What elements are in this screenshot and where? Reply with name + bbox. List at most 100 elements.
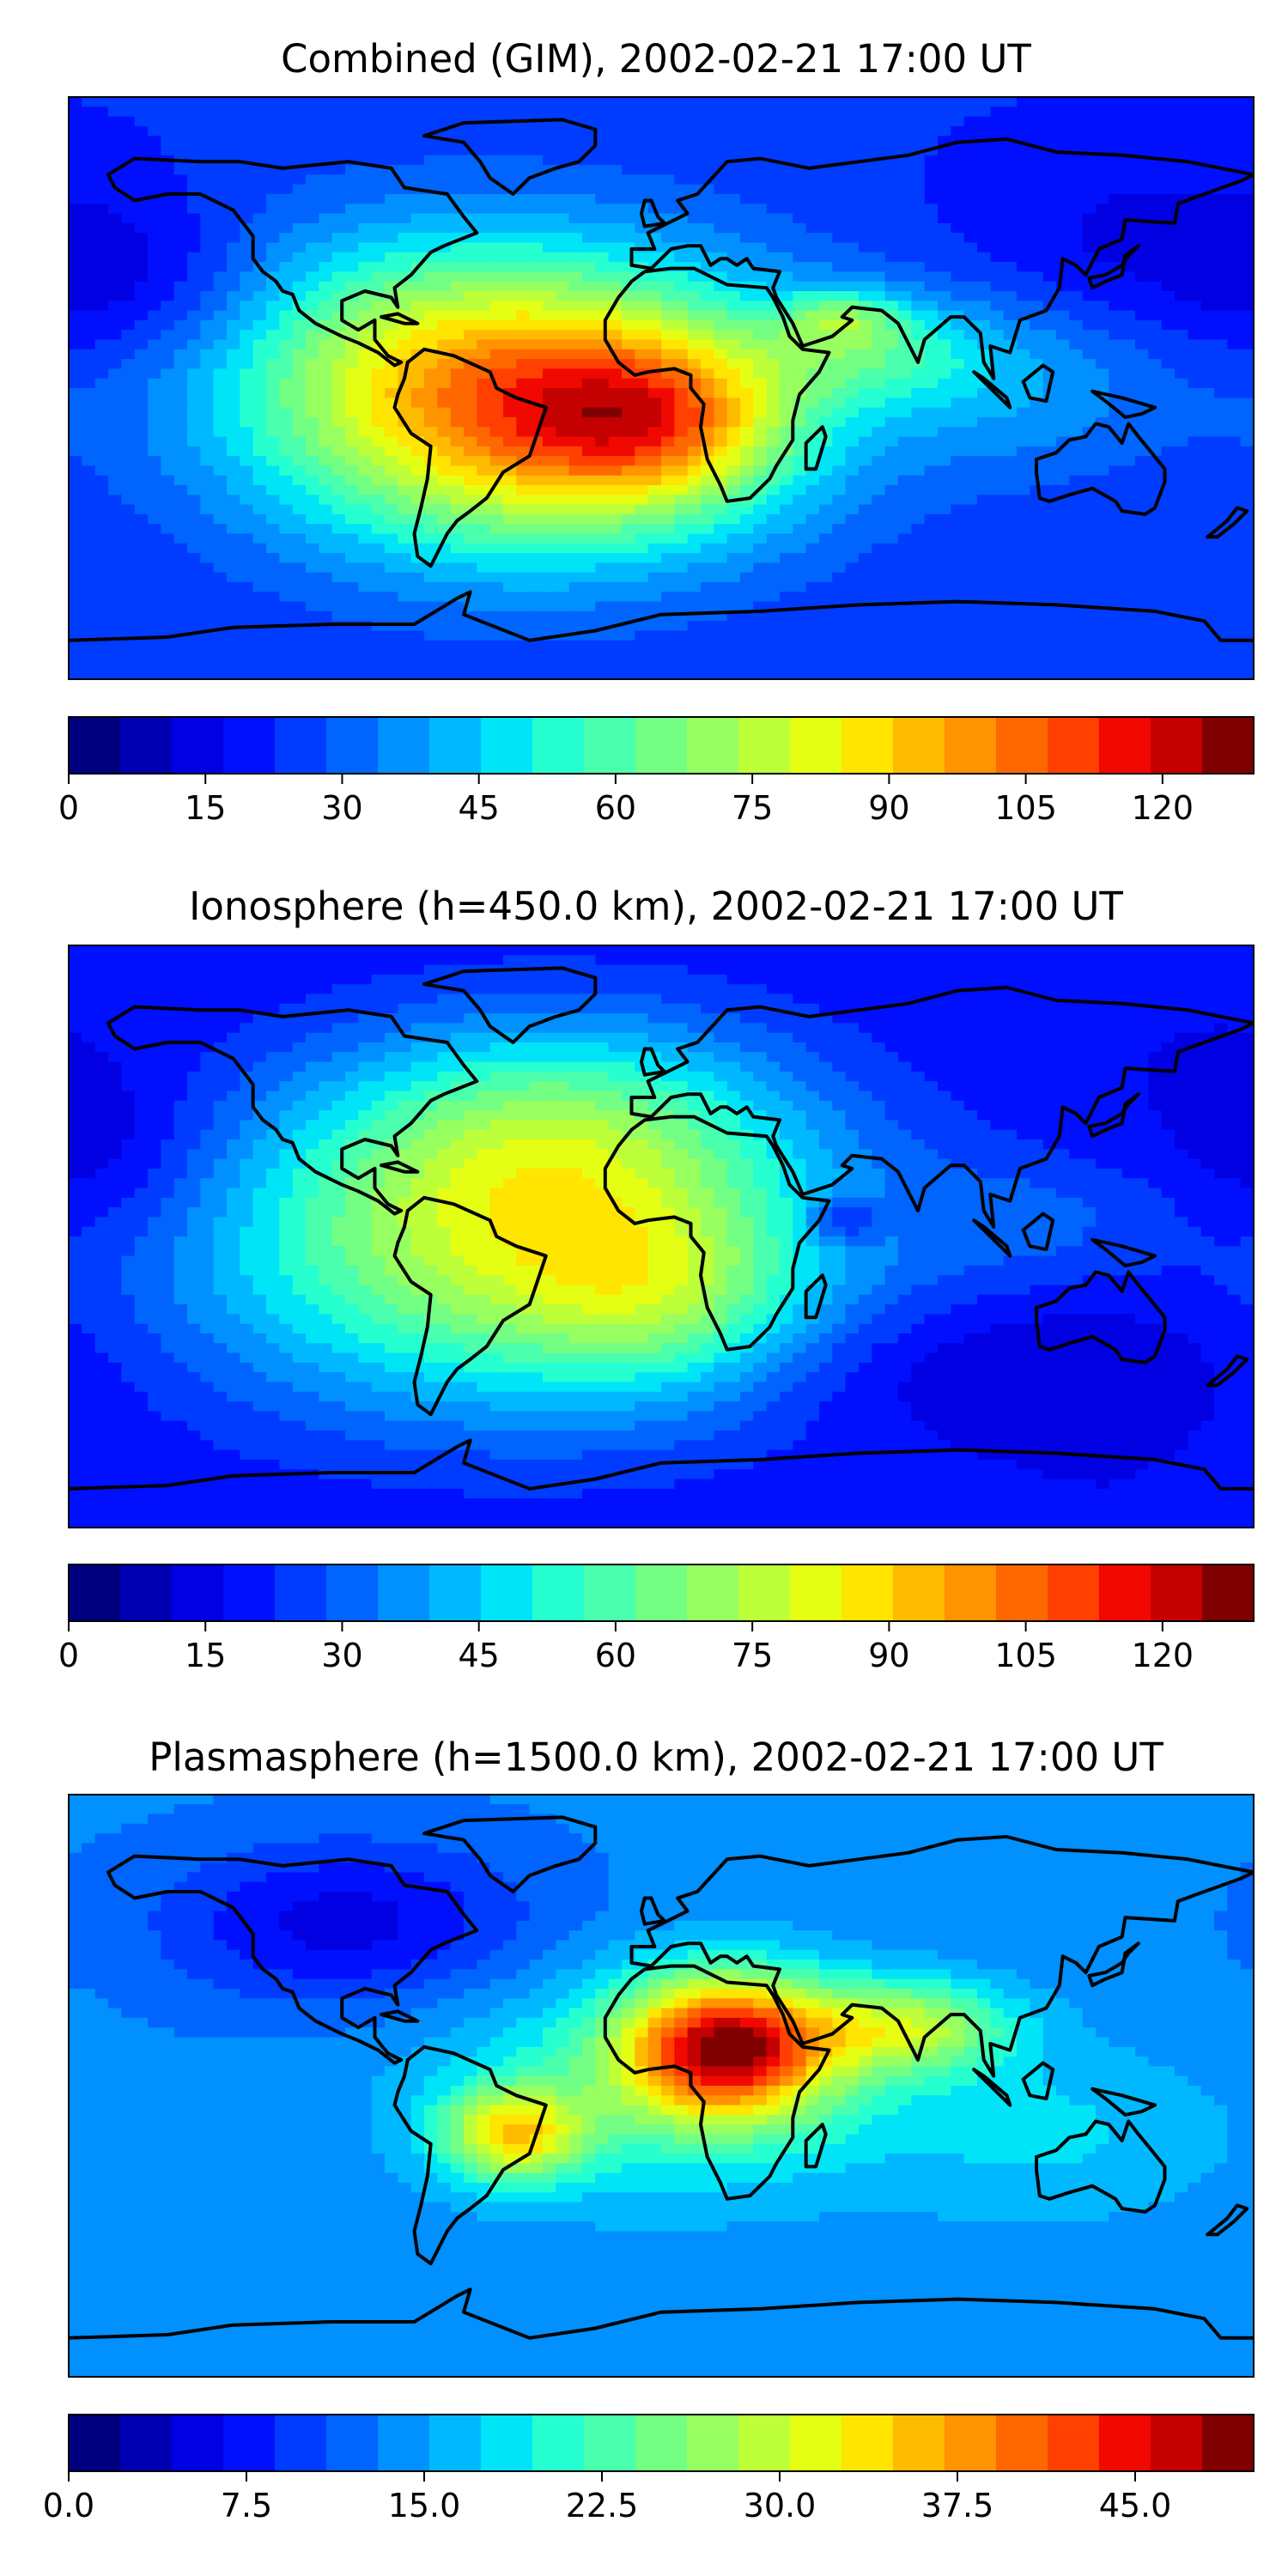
heatmap-cell — [845, 262, 860, 272]
heatmap-cell — [753, 456, 768, 466]
heatmap-cell — [687, 233, 702, 244]
heatmap-cell — [753, 165, 768, 175]
heatmap-cell — [1109, 456, 1123, 466]
heatmap-cell — [306, 524, 319, 535]
heatmap-cell — [69, 213, 82, 224]
heatmap-cell — [568, 485, 583, 495]
heatmap-cell — [1227, 233, 1242, 244]
heatmap-cell — [884, 281, 899, 292]
heatmap-cell — [845, 165, 860, 175]
heatmap-cell — [1017, 407, 1030, 418]
heatmap-cell — [200, 339, 215, 350]
heatmap-cell — [398, 427, 412, 438]
heatmap-cell — [410, 204, 425, 215]
heatmap-cell — [1082, 513, 1097, 525]
heatmap-cell — [1175, 339, 1188, 350]
heatmap-cell — [108, 301, 122, 312]
heatmap-cell — [398, 543, 412, 554]
heatmap-cell — [279, 407, 294, 418]
heatmap-cell — [1003, 116, 1018, 127]
heatmap-cell — [161, 136, 175, 147]
heatmap-cell — [200, 446, 215, 457]
heatmap-cell — [477, 145, 491, 156]
heatmap-cell — [556, 524, 570, 535]
heatmap-cell — [503, 504, 517, 515]
heatmap-cell — [240, 504, 254, 515]
heatmap-cell — [740, 504, 754, 515]
heatmap-cell — [173, 281, 188, 292]
heatmap-cell — [69, 319, 82, 331]
heatmap-cell — [859, 513, 872, 525]
heatmap-cell — [306, 213, 319, 224]
heatmap-cell — [1135, 184, 1149, 195]
heatmap-cell — [556, 504, 570, 515]
heatmap-cell — [1188, 330, 1202, 341]
heatmap-cell — [279, 456, 294, 466]
heatmap-cell — [1030, 174, 1044, 185]
heatmap-cell — [1240, 222, 1254, 234]
heatmap-cell — [805, 485, 820, 495]
heatmap-cell — [687, 475, 702, 486]
heatmap-cell — [1003, 504, 1018, 515]
heatmap-cell — [358, 145, 373, 156]
heatmap-cell — [714, 339, 728, 350]
heatmap-cell — [1069, 339, 1084, 350]
heatmap-cell — [121, 184, 136, 195]
heatmap-cell — [740, 572, 754, 583]
heatmap-cell — [832, 553, 847, 563]
heatmap-cell — [1175, 359, 1188, 369]
heatmap-cell — [69, 436, 82, 447]
heatmap-cell — [173, 349, 188, 360]
heatmap-cell — [859, 262, 872, 272]
heatmap-cell — [726, 222, 741, 234]
heatmap-cell — [977, 233, 991, 244]
heatmap-cell — [1082, 165, 1097, 175]
heatmap-cell — [385, 553, 398, 563]
heatmap-cell — [410, 194, 425, 204]
heatmap-cell — [1003, 378, 1018, 389]
heatmap-cell — [200, 553, 215, 563]
heatmap-cell — [161, 611, 175, 622]
heatmap-cell — [121, 174, 136, 185]
heatmap-cell — [1200, 116, 1215, 127]
heatmap-cell — [410, 222, 425, 234]
heatmap-cell — [963, 125, 978, 137]
heatmap-cell — [516, 427, 531, 438]
heatmap-cell — [134, 553, 149, 563]
heatmap-cell — [200, 388, 215, 398]
heatmap-cell — [543, 136, 556, 147]
heatmap-cell — [1030, 582, 1044, 592]
heatmap-cell — [1096, 611, 1109, 622]
heatmap-cell — [200, 136, 215, 147]
heatmap-cell — [424, 233, 438, 244]
heatmap-cell — [1200, 204, 1215, 215]
heatmap-cell — [279, 475, 294, 486]
heatmap-cell — [635, 524, 649, 535]
heatmap-cell — [872, 533, 886, 544]
heatmap-cell — [1109, 465, 1123, 477]
heatmap-cell — [489, 145, 504, 156]
heatmap-cell — [82, 116, 96, 127]
heatmap-cell — [687, 524, 702, 535]
heatmap-cell — [805, 174, 820, 185]
heatmap-cell — [832, 213, 847, 224]
heatmap-cell — [780, 125, 793, 137]
heatmap-cell — [240, 319, 254, 331]
heatmap-cell — [266, 291, 280, 301]
heatmap-cell — [1240, 136, 1254, 147]
heatmap-cell — [464, 136, 477, 147]
heatmap-cell — [1003, 339, 1018, 350]
heatmap-cell — [345, 562, 359, 574]
heatmap-cell — [726, 125, 741, 137]
heatmap-cell — [331, 136, 346, 147]
heatmap-cell — [187, 271, 201, 283]
heatmap-cell — [410, 495, 425, 506]
heatmap-cell — [568, 165, 583, 175]
heatmap-cell — [714, 184, 728, 195]
heatmap-cell — [911, 271, 926, 283]
heatmap-cell — [82, 513, 96, 525]
heatmap-cell — [1135, 427, 1149, 438]
heatmap-cell — [437, 524, 452, 535]
heatmap-cell — [1188, 145, 1202, 156]
heatmap-cell — [635, 291, 649, 301]
